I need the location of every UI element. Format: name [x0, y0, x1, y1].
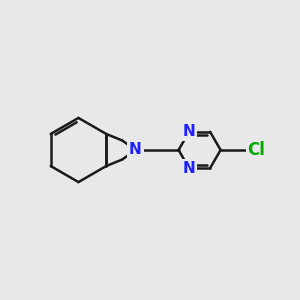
Text: N: N	[183, 124, 196, 139]
Text: N: N	[129, 142, 142, 158]
Text: Cl: Cl	[248, 141, 266, 159]
Text: N: N	[183, 161, 196, 176]
